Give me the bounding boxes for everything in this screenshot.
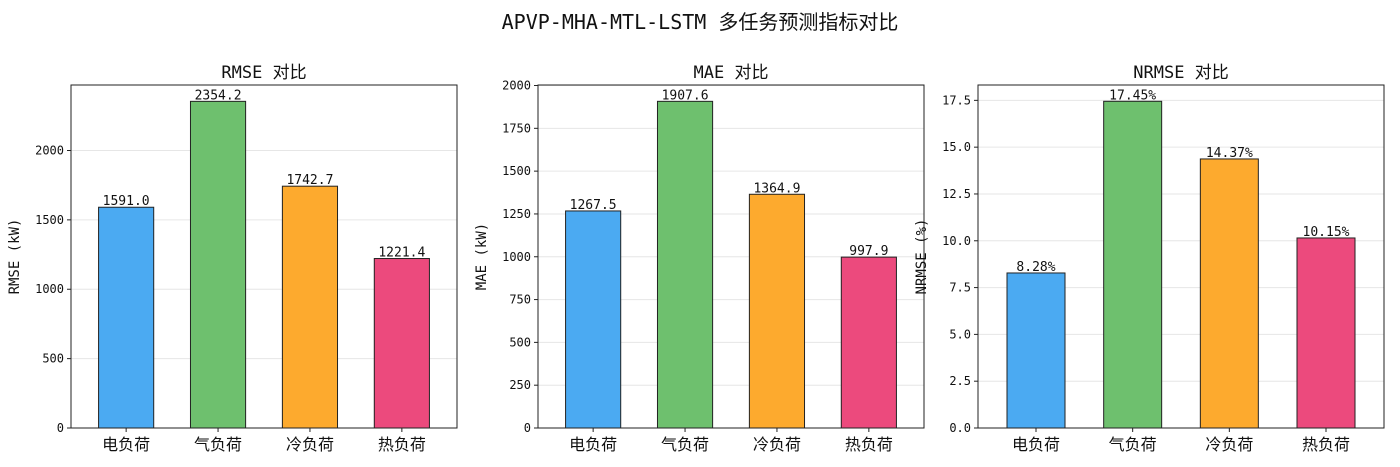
bar <box>656 100 714 429</box>
data-label: 8.28% <box>1016 260 1055 275</box>
x-tick-label: 冷负荷 <box>286 435 334 454</box>
bar <box>1199 158 1259 429</box>
y-tick-label: 2.5 <box>949 374 971 388</box>
data-label: 1742.7 <box>286 173 333 188</box>
bar <box>281 185 339 429</box>
plot-frame <box>70 84 458 429</box>
y-axis-label: MAE (kW) <box>474 223 490 290</box>
x-tick-label: 冷负荷 <box>753 435 801 454</box>
data-label: 14.37% <box>1206 146 1253 161</box>
bar <box>189 100 247 429</box>
x-tick-label: 热负荷 <box>378 435 426 454</box>
y-axis-label: RMSE (kW) <box>7 219 23 295</box>
y-tick-label: 10.0 <box>942 234 971 248</box>
y-tick-label: 7.5 <box>949 281 971 295</box>
bar <box>565 210 622 429</box>
bar <box>748 193 806 429</box>
data-label: 1591.0 <box>103 194 150 209</box>
data-label: 1907.6 <box>662 88 709 103</box>
y-tick-label: 2000 <box>35 143 64 157</box>
chart-title: MAE 对比 <box>694 63 769 83</box>
x-tick-label: 热负荷 <box>1302 435 1350 454</box>
y-tick-label: 500 <box>42 352 64 366</box>
y-tick-label: 250 <box>509 378 531 392</box>
chart-panel-1: 1591.0 2354.2 1742.7 1221.4 0 500 1000 1500 2000… <box>7 63 458 454</box>
data-label: 997.9 <box>849 244 888 259</box>
y-tick-label: 1000 <box>502 250 531 264</box>
bar <box>373 258 430 429</box>
bar <box>1103 100 1163 429</box>
bar <box>98 206 155 429</box>
bar <box>1006 272 1066 429</box>
y-tick-label: 12.5 <box>942 187 971 201</box>
x-tick-label: 气负荷 <box>661 435 709 454</box>
bar <box>1296 237 1356 429</box>
y-tick-label: 0 <box>524 421 531 435</box>
y-tick-label: 750 <box>509 293 531 307</box>
y-tick-label: 0 <box>57 421 64 435</box>
y-axis-label: NRMSE (%) <box>914 219 930 295</box>
plot-frame <box>977 84 1385 429</box>
data-label: 1364.9 <box>753 181 800 196</box>
chart-title: NRMSE 对比 <box>1133 63 1228 83</box>
bar <box>840 256 897 429</box>
data-label: 1267.5 <box>570 198 617 213</box>
y-tick-label: 17.5 <box>942 93 971 107</box>
y-tick-label: 0.0 <box>949 421 971 435</box>
chart-title: RMSE 对比 <box>221 63 306 83</box>
y-tick-label: 1000 <box>35 282 64 296</box>
y-tick-label: 15.0 <box>942 140 971 154</box>
x-tick-label: 电负荷 <box>102 435 150 454</box>
y-tick-label: 5.0 <box>949 327 971 341</box>
data-label: 1221.4 <box>378 246 425 261</box>
data-label: 10.15% <box>1303 225 1350 240</box>
chart-panel-3: 8.28% 17.45% 14.37% 10.15% 0.0 2.5 5.0 7.5 10.0 1… <box>914 63 1385 454</box>
y-tick-label: 1500 <box>502 164 531 178</box>
y-tick-label: 1250 <box>502 207 531 221</box>
y-tick-label: 1500 <box>35 213 64 227</box>
y-tick-label: 2000 <box>502 79 531 93</box>
y-tick-label: 500 <box>509 335 531 349</box>
x-tick-label: 气负荷 <box>194 435 242 454</box>
x-tick-label: 热负荷 <box>845 435 893 454</box>
x-tick-label: 电负荷 <box>1012 435 1060 454</box>
y-tick-label: 1750 <box>502 121 531 135</box>
figure-title: APVP-MHA-MTL-LSTM 多任务预测指标对比 <box>501 10 899 34</box>
x-tick-label: 气负荷 <box>1109 435 1157 454</box>
data-label: 17.45% <box>1109 88 1156 103</box>
data-label: 2354.2 <box>195 88 242 103</box>
chart-panel-2: 1267.5 1907.6 1364.9 997.9 0 250 500 750 1000 125… <box>474 63 925 454</box>
x-tick-label: 电负荷 <box>569 435 617 454</box>
x-tick-label: 冷负荷 <box>1205 435 1253 454</box>
